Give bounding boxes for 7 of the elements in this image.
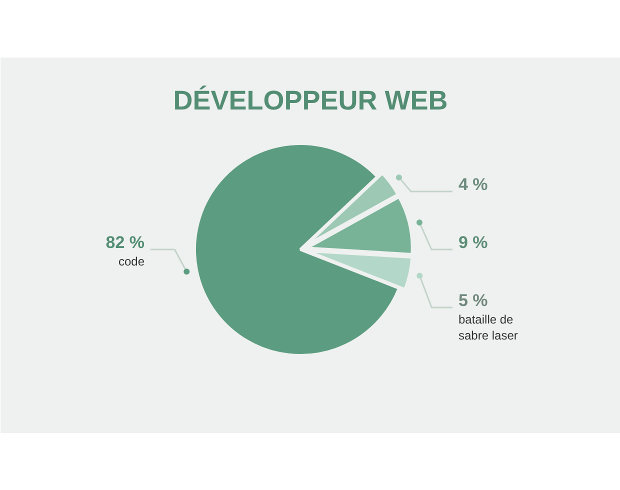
data-label: 5 % (458, 291, 488, 310)
slice-label: code (118, 254, 145, 268)
data-label: 82 % (106, 233, 144, 252)
slice-label: bataille de sabre laser (458, 312, 518, 343)
chart-title: DÉVELOPPEUR WEB (173, 86, 448, 116)
data-label: 9 % (458, 233, 488, 252)
data-label: 4 % (458, 175, 488, 194)
